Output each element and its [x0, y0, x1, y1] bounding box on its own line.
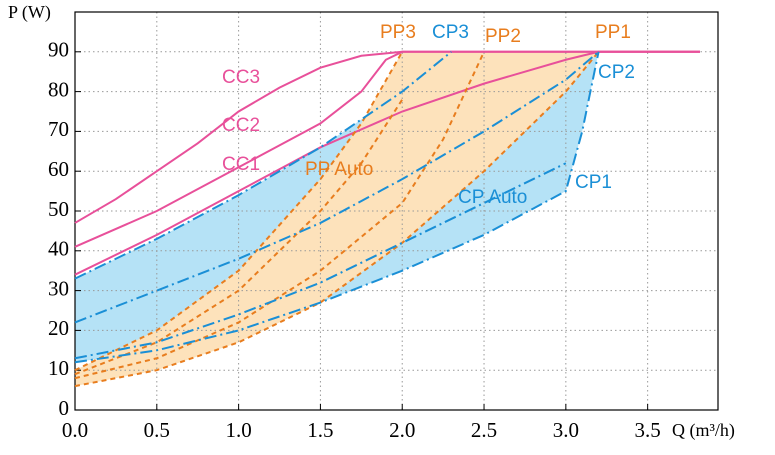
x-tick-label: 0.5 [144, 418, 170, 442]
series-label: CP2 [598, 62, 635, 83]
series-line [74, 50, 701, 224]
series-line [74, 51, 600, 364]
x-tick-label: 1.0 [225, 418, 251, 442]
shaded-region [75, 51, 599, 387]
y-tick-label: 80 [48, 77, 69, 101]
series-line [74, 50, 701, 248]
y-tick-label: 10 [48, 356, 69, 380]
series-label: CC2 [222, 115, 260, 136]
y-tick-label: 40 [48, 237, 69, 261]
series-line [74, 51, 404, 372]
series-label: PP2 [485, 26, 521, 47]
x-tick-label: 2.5 [471, 418, 497, 442]
x-tick-label: 3.0 [553, 418, 579, 442]
x-tick-label: 0.0 [62, 418, 88, 442]
plot-frame [74, 11, 719, 411]
series-line [74, 51, 600, 324]
series-label: PP1 [595, 22, 631, 43]
series-line [74, 50, 701, 276]
series-label: PP3 [380, 22, 416, 43]
y-tick-label: 0 [59, 396, 70, 420]
series-label: CP1 [575, 172, 612, 193]
y-tick-label: 60 [48, 157, 69, 181]
series-line [74, 51, 452, 280]
series-line [74, 162, 567, 360]
series-line [74, 51, 485, 380]
series-label: CP3 [432, 22, 469, 43]
series-label: CP Auto [458, 187, 527, 208]
x-tick-label: 2.0 [389, 418, 415, 442]
y-tick-label: 20 [48, 316, 69, 340]
series-label: PP Auto [305, 159, 373, 180]
x-tick-label: 1.5 [307, 418, 333, 442]
y-tick-label: 50 [48, 197, 69, 221]
y-tick-label: 90 [48, 38, 69, 62]
x-axis-label: Q (m³/h) [672, 420, 735, 441]
y-tick-label: 70 [48, 117, 69, 141]
y-tick-label: 30 [48, 276, 69, 300]
x-tick-label: 3.5 [635, 418, 661, 442]
series-label: CC1 [222, 154, 260, 175]
series-label: CC3 [222, 67, 260, 88]
series-line [74, 99, 404, 376]
y-axis-label: P (W) [8, 2, 51, 23]
